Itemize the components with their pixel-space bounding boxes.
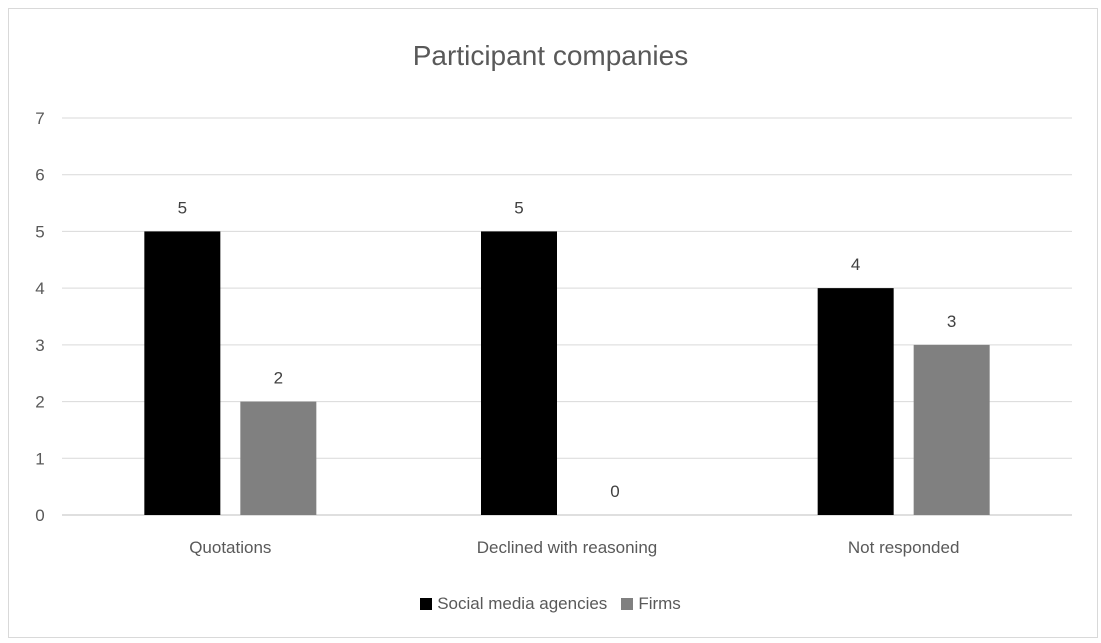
chart-title: Participant companies [412, 40, 689, 71]
legend-swatch-firms [621, 598, 634, 610]
y-tick-label-5: 5 [35, 222, 44, 241]
chart-legend: Social media agencies Firms [0, 594, 1101, 614]
legend-item-firms: Firms [621, 594, 681, 614]
y-tick-label-2: 2 [35, 393, 44, 412]
data-label-firms-2: 3 [947, 312, 956, 331]
y-tick-label-4: 4 [35, 279, 44, 298]
data-label-social-media-agencies-0: 5 [178, 198, 187, 217]
y-tick-label-7: 7 [35, 109, 44, 128]
legend-swatch-social-media-agencies [420, 598, 433, 610]
data-label-social-media-agencies-1: 5 [514, 198, 523, 217]
x-tick-label-1: Declined with reasoning [477, 538, 658, 557]
legend-label-social-media-agencies: Social media agencies [437, 594, 608, 613]
legend-item-social-media-agencies: Social media agencies [420, 594, 607, 614]
data-label-social-media-agencies-2: 4 [851, 255, 860, 274]
x-tick-label-2: Not responded [848, 538, 960, 557]
y-tick-label-0: 0 [35, 506, 44, 525]
x-tick-label-0: Quotations [189, 538, 271, 557]
bar-firms-0 [240, 401, 317, 515]
bar-firms-2 [913, 344, 990, 515]
legend-label-firms: Firms [638, 594, 681, 613]
y-tick-label-1: 1 [35, 449, 44, 468]
y-tick-label-6: 6 [35, 166, 44, 185]
data-label-firms-0: 2 [274, 369, 283, 388]
bar-social-media-agencies-2 [817, 288, 894, 515]
data-label-firms-1: 0 [610, 482, 619, 501]
bar-social-media-agencies-0 [144, 231, 221, 515]
bar-social-media-agencies-1 [481, 231, 557, 515]
y-tick-label-3: 3 [35, 336, 44, 355]
